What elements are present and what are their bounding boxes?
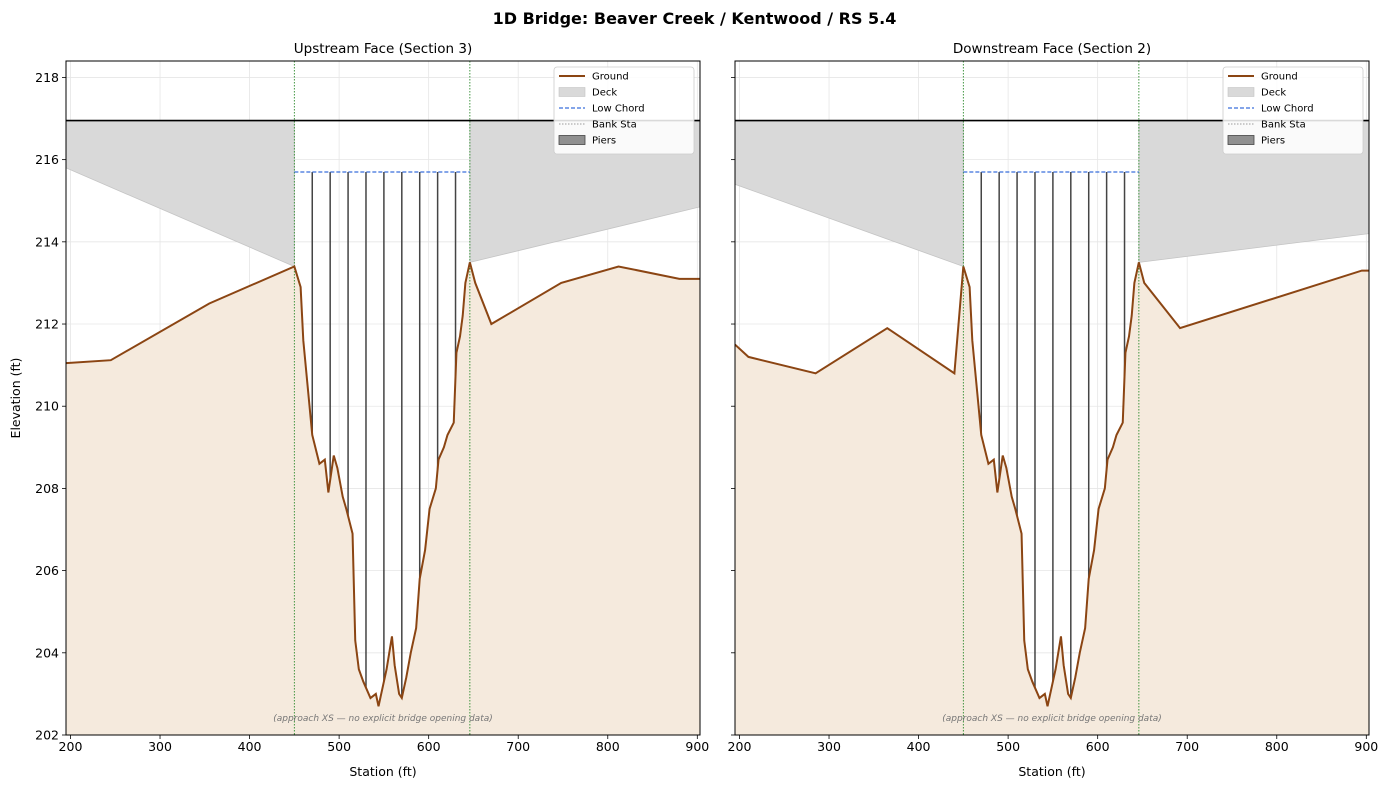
x-tick-label: 600 (1086, 739, 1110, 754)
annotation-note: (approach XS — no explicit bridge openin… (273, 714, 493, 724)
legend-swatch-deck (1227, 87, 1255, 97)
y-tick-label: 212 (35, 317, 59, 332)
legend-label-low-chord: Low Chord (1261, 104, 1314, 115)
y-tick-label: 216 (35, 152, 59, 167)
x-tick-label: 200 (59, 739, 83, 754)
x-tick-label: 600 (417, 739, 441, 754)
legend-label-piers: Piers (1261, 136, 1285, 147)
ground-fill (735, 262, 1369, 735)
legend-label-deck: Deck (1261, 88, 1286, 99)
y-tick-label: 210 (35, 399, 59, 414)
ground-fill (66, 262, 700, 735)
legend-label-piers: Piers (592, 136, 616, 147)
plot-area (66, 61, 700, 735)
legend-label-low-chord: Low Chord (592, 104, 645, 115)
legend-label-deck: Deck (592, 88, 617, 99)
x-tick-label: 900 (685, 739, 709, 754)
x-tick-label: 500 (327, 739, 351, 754)
panel-title: Upstream Face (Section 3) (294, 41, 472, 57)
x-tick-label: 800 (596, 739, 620, 754)
plot-area (735, 61, 1369, 735)
x-tick-label: 800 (1265, 739, 1289, 754)
x-tick-label: 700 (506, 739, 530, 754)
legend: Ground Deck Low Chord Bank Sta Piers (1222, 66, 1364, 155)
y-tick-label: 204 (35, 645, 59, 660)
x-axis-label: Station (ft) (1018, 764, 1085, 779)
panel-title: Downstream Face (Section 2) (953, 41, 1151, 57)
y-tick-label: 206 (35, 563, 59, 578)
x-tick-label: 300 (148, 739, 172, 754)
deck-left (735, 120, 964, 268)
y-axis-label: Elevation (ft) (8, 358, 23, 439)
y-tick-label: 214 (35, 234, 59, 249)
axes-frame (734, 60, 1370, 736)
x-tick-label: 300 (817, 739, 841, 754)
deck-left (66, 120, 295, 268)
x-tick-label: 700 (1175, 739, 1199, 754)
x-tick-label: 200 (728, 739, 752, 754)
ground-line (66, 262, 700, 707)
x-tick-label: 900 (1354, 739, 1378, 754)
figure-title: 1D Bridge: Beaver Creek / Kentwood / RS … (493, 9, 897, 28)
legend-box (553, 66, 695, 155)
legend-label-bank-sta: Bank Sta (592, 120, 637, 131)
legend-box (1222, 66, 1364, 155)
chart-panel-2: 200 300 400 500 600 700 800 900 Downstream Face … (728, 41, 1379, 779)
legend-swatch-deck (558, 87, 586, 97)
axes-frame (65, 60, 701, 736)
legend-swatch-piers (558, 135, 586, 145)
legend-label-ground: Ground (1261, 72, 1298, 83)
legend-label-bank-sta: Bank Sta (1261, 120, 1306, 131)
chart-panel-1: 200 300 400 500 600 700 800 900 202 204 206 208 210 2… (8, 41, 709, 779)
x-axis-label: Station (ft) (349, 764, 416, 779)
legend-swatch-piers (1227, 135, 1255, 145)
annotation-note: (approach XS — no explicit bridge openin… (942, 714, 1162, 724)
x-tick-label: 500 (996, 739, 1020, 754)
x-tick-label: 400 (907, 739, 931, 754)
y-tick-label: 218 (35, 70, 59, 85)
x-tick-label: 400 (238, 739, 262, 754)
y-tick-label: 208 (35, 481, 59, 496)
legend: Ground Deck Low Chord Bank Sta Piers (553, 66, 695, 155)
y-tick-label: 202 (35, 728, 59, 743)
legend-label-ground: Ground (592, 72, 629, 83)
ground-line (735, 262, 1369, 707)
